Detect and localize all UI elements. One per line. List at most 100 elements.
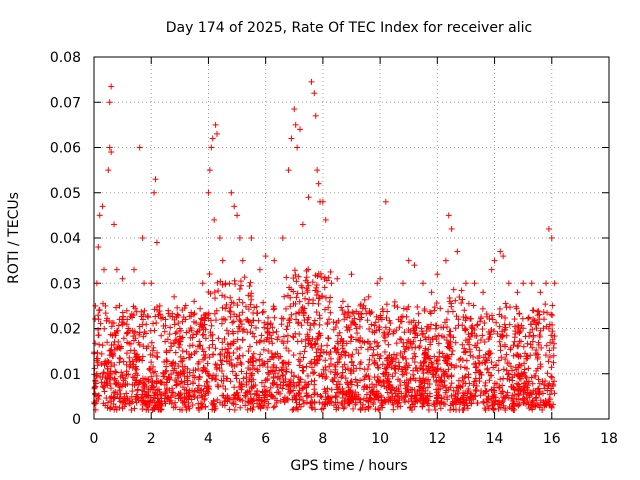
data-point xyxy=(120,335,127,342)
data-point xyxy=(152,313,159,320)
y-tick-label: 0.03 xyxy=(50,276,81,292)
data-point xyxy=(303,363,310,370)
data-point xyxy=(543,342,550,349)
y-tick-label: 0.08 xyxy=(50,50,81,66)
data-point xyxy=(186,342,193,349)
data-point xyxy=(107,331,114,338)
data-point xyxy=(331,374,338,381)
data-point xyxy=(167,347,174,354)
x-tick-label: 18 xyxy=(600,431,618,447)
data-point xyxy=(219,281,226,288)
data-point xyxy=(448,392,455,399)
data-points xyxy=(91,78,558,413)
data-point xyxy=(403,360,410,367)
data-point xyxy=(533,351,540,358)
data-point xyxy=(271,403,278,410)
data-point xyxy=(273,328,280,335)
data-point xyxy=(549,336,556,343)
data-point xyxy=(208,322,215,329)
data-point xyxy=(199,332,206,339)
data-point xyxy=(402,355,409,362)
data-point xyxy=(525,315,532,322)
x-tick-label: 2 xyxy=(147,431,156,447)
grid-lines xyxy=(94,57,609,419)
data-point xyxy=(283,368,290,375)
data-point xyxy=(348,381,355,388)
data-point xyxy=(229,400,236,407)
data-point xyxy=(444,324,451,331)
data-point xyxy=(447,406,454,413)
data-point xyxy=(260,308,267,315)
data-point xyxy=(537,361,544,368)
data-point xyxy=(361,383,368,390)
y-tick-label: 0.01 xyxy=(50,367,81,383)
data-point xyxy=(237,318,244,325)
chart-title: Day 174 of 2025, Rate Of TEC Index for r… xyxy=(166,20,532,36)
data-point xyxy=(270,329,277,336)
data-point xyxy=(206,344,213,351)
data-point xyxy=(498,313,505,320)
data-point xyxy=(428,359,435,366)
data-point xyxy=(348,358,355,365)
y-tick-label: 0.02 xyxy=(50,322,81,338)
data-point xyxy=(375,365,382,372)
data-point xyxy=(299,284,306,291)
data-point xyxy=(420,330,427,337)
data-point xyxy=(179,334,186,341)
data-point xyxy=(322,357,329,364)
data-point xyxy=(431,307,438,314)
data-point xyxy=(167,324,174,331)
data-point xyxy=(327,368,334,375)
data-point xyxy=(500,375,507,382)
x-tick-label: 12 xyxy=(428,431,446,447)
data-point xyxy=(102,310,109,317)
data-point xyxy=(237,359,244,366)
data-point xyxy=(206,271,213,278)
data-point xyxy=(173,369,180,376)
data-point xyxy=(139,398,146,405)
data-point xyxy=(395,359,402,366)
data-point xyxy=(227,304,234,311)
data-point xyxy=(366,340,373,347)
data-point xyxy=(101,388,108,395)
data-point xyxy=(217,278,224,285)
data-point xyxy=(241,274,248,281)
data-point xyxy=(287,303,294,310)
data-point xyxy=(550,359,557,366)
data-point xyxy=(477,392,484,399)
data-point xyxy=(347,333,354,340)
data-point xyxy=(503,332,510,339)
data-point xyxy=(459,341,466,348)
data-point xyxy=(207,290,214,297)
data-point xyxy=(123,390,130,397)
data-point xyxy=(361,296,368,303)
data-point xyxy=(289,333,296,340)
data-point xyxy=(383,301,390,308)
y-tick-label: 0.04 xyxy=(50,231,81,247)
data-point xyxy=(479,305,486,312)
data-point xyxy=(293,294,300,301)
data-point xyxy=(351,315,358,322)
data-point xyxy=(312,272,319,279)
data-point xyxy=(443,337,450,344)
data-point xyxy=(298,322,305,329)
data-point xyxy=(549,328,556,335)
data-point xyxy=(516,338,523,345)
data-point xyxy=(205,390,212,397)
data-point xyxy=(346,313,353,320)
data-point xyxy=(419,331,426,338)
data-point xyxy=(202,335,209,342)
data-point xyxy=(510,342,517,349)
data-point xyxy=(110,341,117,348)
data-point xyxy=(396,388,403,395)
data-point xyxy=(316,321,323,328)
data-point xyxy=(238,361,245,368)
x-tick-label: 16 xyxy=(543,431,561,447)
data-point xyxy=(393,352,400,359)
data-point xyxy=(470,353,477,360)
data-point xyxy=(231,277,238,284)
data-point xyxy=(236,312,243,319)
data-point xyxy=(283,345,290,352)
data-point xyxy=(545,358,552,365)
